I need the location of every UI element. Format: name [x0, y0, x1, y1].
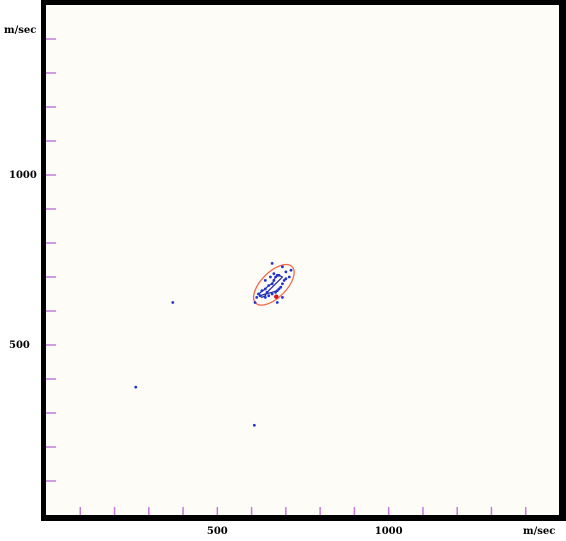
data-point — [287, 275, 291, 279]
data-point — [260, 289, 264, 292]
data-point — [284, 270, 288, 274]
x-tick-label: 500 — [207, 526, 228, 537]
data-point — [272, 272, 276, 275]
data-point — [275, 273, 279, 277]
data-point — [284, 277, 288, 281]
data-point — [275, 301, 279, 304]
data-point — [279, 285, 283, 289]
plot-area — [46, 5, 559, 515]
data-point — [272, 279, 276, 282]
data-point — [274, 290, 277, 294]
data-point — [257, 292, 260, 296]
data-point — [263, 287, 267, 291]
data-point — [269, 275, 272, 279]
data-point — [275, 289, 279, 292]
frame-bottom — [41, 515, 566, 521]
tick-marks — [46, 38, 527, 515]
data-point — [270, 292, 274, 296]
data-point — [265, 290, 269, 294]
x-axis-label: m/sec — [523, 526, 555, 537]
tick-labels: 500 1000 500 1000 — [9, 170, 403, 537]
data-point — [281, 282, 284, 286]
data-point — [252, 423, 256, 427]
data-point — [270, 262, 274, 265]
data-point — [267, 294, 271, 298]
data-point — [255, 296, 259, 299]
chart-marks — [134, 262, 295, 427]
data-point — [281, 265, 284, 269]
data-point — [282, 279, 286, 282]
data-point — [263, 296, 267, 299]
data-point — [258, 294, 262, 298]
data-point — [253, 301, 257, 304]
data-point — [171, 301, 175, 304]
data-point — [270, 282, 274, 286]
x-tick-label: 1000 — [375, 526, 403, 537]
data-point — [277, 287, 281, 291]
data-point — [267, 284, 271, 287]
frame-right — [559, 0, 566, 521]
highlight-point — [274, 294, 279, 299]
y-axis-label: m/sec — [4, 25, 36, 36]
y-tick-label: 500 — [9, 340, 30, 351]
y-tick-label: 1000 — [9, 170, 37, 181]
data-point — [289, 268, 293, 272]
data-point — [134, 385, 138, 389]
frame-left — [41, 0, 46, 521]
data-point — [274, 275, 277, 279]
frame-top — [42, 0, 566, 5]
data-point — [281, 296, 284, 299]
data-point — [263, 279, 267, 282]
